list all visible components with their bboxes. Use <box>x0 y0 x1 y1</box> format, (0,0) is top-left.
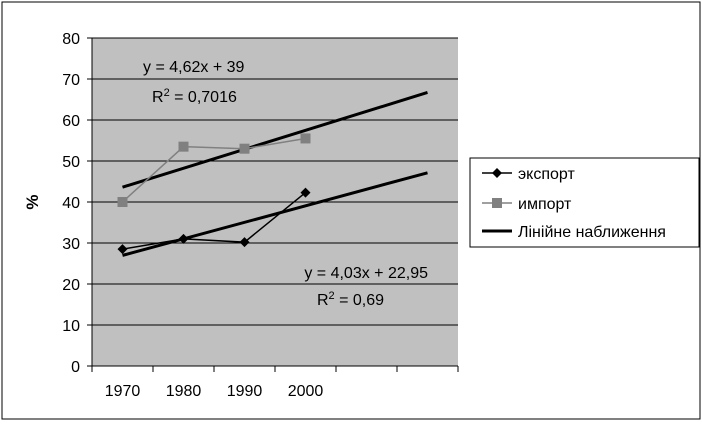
data-point-import <box>179 142 189 152</box>
legend-import-marker <box>492 198 502 208</box>
y-tick-label: 10 <box>62 318 80 335</box>
y-tick-label: 0 <box>71 359 80 376</box>
y-tick-label: 80 <box>62 31 80 48</box>
data-point-import <box>240 144 250 154</box>
x-tick-label: 2000 <box>288 383 324 400</box>
y-tick-label: 20 <box>62 277 80 294</box>
x-tick-label: 1980 <box>166 383 202 400</box>
y-axis-label: % <box>23 194 42 209</box>
x-tick-label: 1990 <box>227 383 263 400</box>
import-trend-equation: y = 4,62x + 39 <box>143 59 245 76</box>
data-point-import <box>301 133 311 143</box>
y-tick-label: 70 <box>62 72 80 89</box>
y-tick-label: 40 <box>62 195 80 212</box>
legend: экспорт импорт Лінійне наближення <box>470 158 699 247</box>
export-trend-r2: R2 = 0,69 <box>317 290 384 309</box>
data-point-import <box>118 197 128 207</box>
x-tick-label: 1970 <box>105 383 141 400</box>
y-tick-label: 50 <box>62 154 80 171</box>
y-tick-label: 60 <box>62 113 80 130</box>
y-tick-label: 30 <box>62 236 80 253</box>
export-trend-equation: y = 4,03x + 22,95 <box>304 265 428 282</box>
legend-export-label: экспорт <box>518 166 575 183</box>
legend-linear-label: Лінійне наближення <box>518 224 666 241</box>
legend-import-label: импорт <box>518 196 572 213</box>
